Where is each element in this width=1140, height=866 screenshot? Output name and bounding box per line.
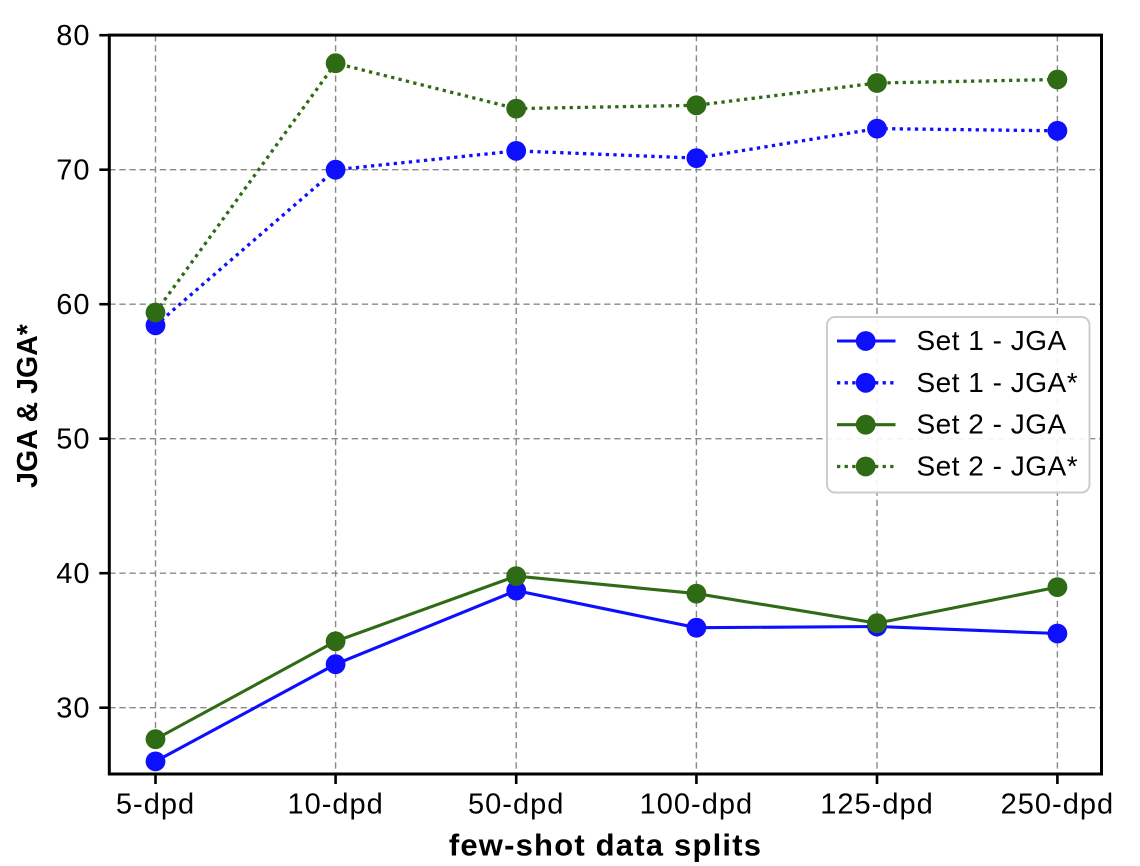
svg-text:50: 50	[56, 424, 90, 456]
svg-text:10-dpd: 10-dpd	[287, 789, 383, 821]
svg-text:70: 70	[56, 155, 90, 187]
svg-text:250-dpd: 250-dpd	[1001, 789, 1114, 821]
svg-text:30: 30	[56, 693, 90, 725]
svg-text:50-dpd: 50-dpd	[468, 789, 564, 821]
svg-text:125-dpd: 125-dpd	[820, 789, 933, 821]
svg-text:80: 80	[56, 20, 90, 52]
svg-text:Set 1 - JGA*: Set 1 - JGA*	[917, 367, 1079, 398]
svg-text:5-dpd: 5-dpd	[116, 789, 195, 821]
svg-text:few-shot data splits: few-shot data splits	[449, 828, 762, 863]
svg-text:Set 2 - JGA: Set 2 - JGA	[917, 409, 1067, 440]
svg-text:100-dpd: 100-dpd	[640, 789, 753, 821]
svg-text:JGA & JGA*: JGA & JGA*	[12, 323, 44, 488]
svg-text:Set 2 - JGA*: Set 2 - JGA*	[917, 451, 1079, 482]
svg-text:60: 60	[56, 289, 90, 321]
svg-text:Set 1 - JGA: Set 1 - JGA	[917, 325, 1067, 356]
svg-text:40: 40	[56, 558, 90, 590]
